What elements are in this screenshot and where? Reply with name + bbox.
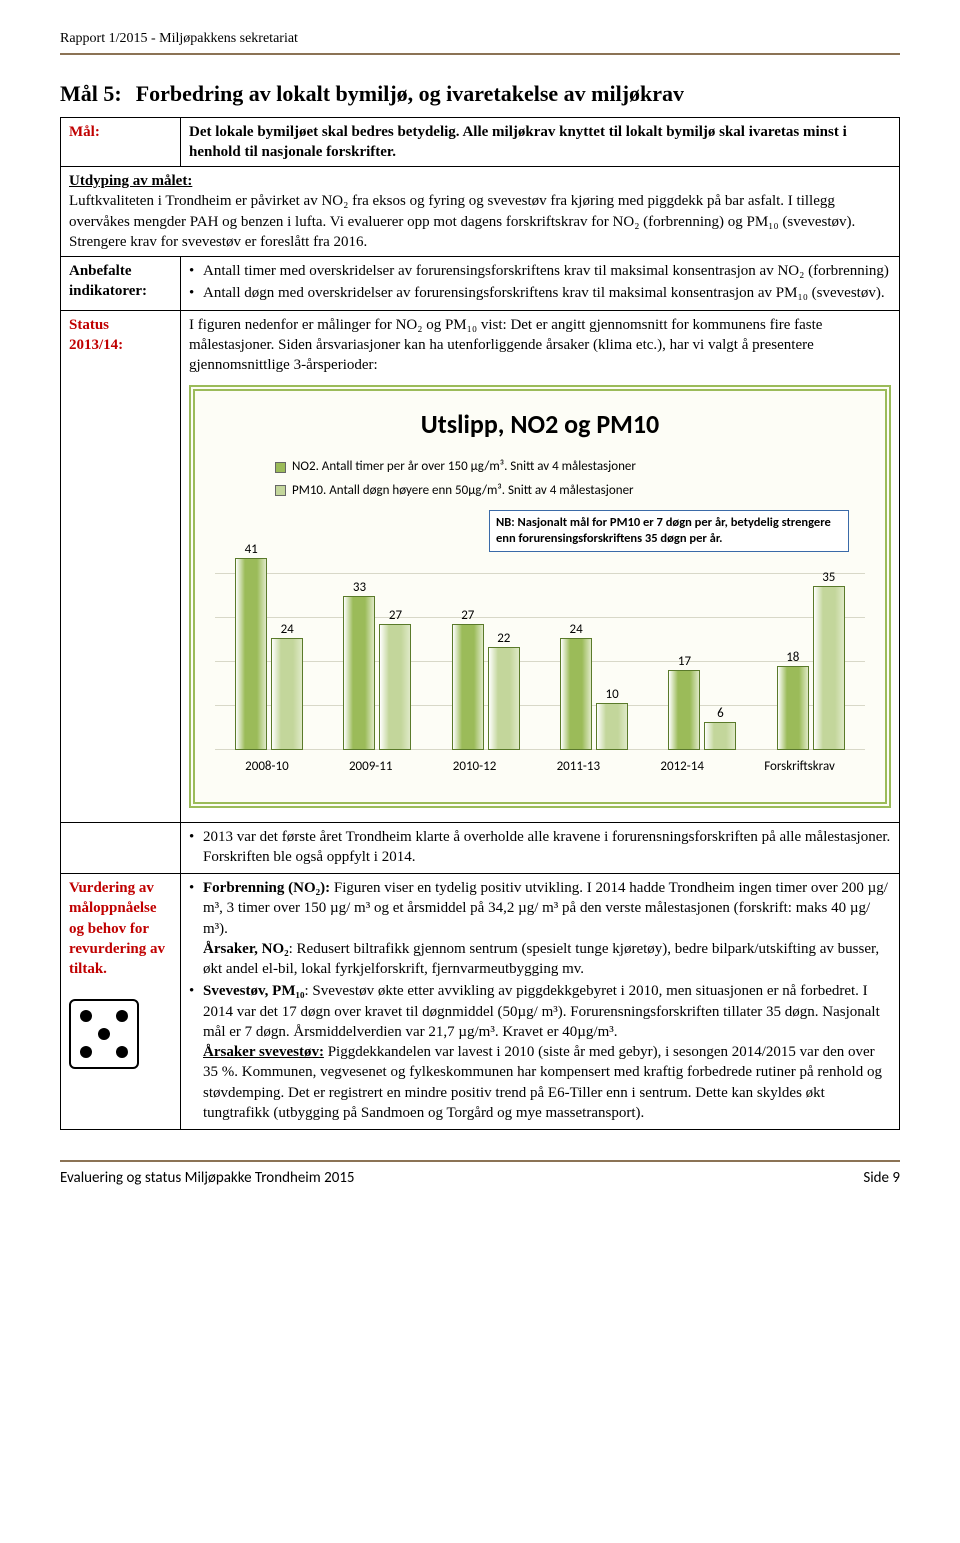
- vurdering-label-cell: Vurdering av måloppnåelse og behov for r…: [61, 874, 181, 1130]
- legend-pm10: PM10. Antall døgn høyere enn 50µg/m³. Sn…: [275, 482, 865, 500]
- vurdering-label: Vurdering av måloppnåelse og behov for r…: [69, 880, 165, 977]
- chart-title: Utslipp, NO2 og PM10: [215, 407, 865, 442]
- anbefalte-bullet-1: Antall timer med overskridelser av forur…: [189, 261, 891, 281]
- footer-right: Side 9: [863, 1168, 900, 1188]
- report-header: Rapport 1/2015 - Miljøpakkens sekretaria…: [60, 30, 900, 49]
- bar-no2: 33: [343, 596, 375, 750]
- bar-pm10: 6: [704, 722, 736, 750]
- bar-pm10: 10: [596, 703, 628, 750]
- p1-lead: Forbrenning (NO₂):: [203, 880, 330, 896]
- bar-pm10: 22: [488, 647, 520, 750]
- x-axis-label: 2011-13: [557, 758, 601, 776]
- p3-lead: Årsaker svevestøv:: [203, 1044, 324, 1060]
- bar-no2: 18: [777, 666, 809, 750]
- legend-swatch-no2: [275, 462, 286, 473]
- bar-group: 2410: [560, 638, 628, 750]
- x-axis-label: 2010-12: [453, 758, 497, 776]
- bar-value: 27: [380, 607, 410, 625]
- x-axis-label: 2009-11: [349, 758, 393, 776]
- x-axis-label: 2012-14: [660, 758, 704, 776]
- status-body: I figuren nedenfor er målinger for NO₂ o…: [181, 310, 900, 822]
- p1b-lead: Årsaker, NO₂: [203, 941, 289, 957]
- bar-group: 4124: [235, 558, 303, 749]
- chart-x-axis: 2008-10 2009-11 2010-12 2011-13 2012-14 Forsk…: [215, 758, 865, 776]
- status-label-2: 2013/14:: [69, 337, 123, 353]
- bar-value: 24: [561, 621, 591, 639]
- bar-value: 41: [236, 541, 266, 559]
- legend-pm10-text: PM10. Antall døgn høyere enn 50µg/m³. Sn…: [292, 482, 634, 500]
- bar-pm10: 27: [379, 624, 411, 750]
- anbefalte-bullet-2: Antall døgn med overskridelser av forure…: [189, 283, 891, 303]
- page-footer: Evaluering og status Miljøpakke Trondhei…: [60, 1160, 900, 1188]
- mal-body: Det lokale bymiljøet skal bedres betydel…: [189, 124, 847, 160]
- utdyping-label: Utdyping av målet:: [69, 173, 192, 189]
- header-rule: [60, 53, 900, 55]
- bar-value: 6: [705, 705, 735, 723]
- p1b-text: : Redusert biltrafikk gjennom sentrum (s…: [203, 941, 879, 977]
- title-text: Forbedring av lokalt bymiljø, og ivareta…: [136, 79, 684, 109]
- dice-five-icon: [69, 999, 139, 1069]
- legend-no2: NO2. Antall timer per år over 150 µg/m³.…: [275, 458, 865, 476]
- mal-text: Det lokale bymiljøet skal bedres betydel…: [181, 117, 900, 167]
- bar-value: 35: [814, 569, 844, 587]
- bar-no2: 41: [235, 558, 267, 749]
- bar-value: 17: [669, 653, 699, 671]
- chart-bars: 41243327272224101761835: [215, 530, 865, 750]
- bar-value: 24: [272, 621, 302, 639]
- bar-group: 176: [668, 670, 736, 749]
- post-chart-bullet: 2013 var det første året Trondheim klart…: [189, 827, 891, 868]
- bar-no2: 27: [452, 624, 484, 750]
- legend-swatch-pm10: [275, 485, 286, 496]
- bar-group: 2722: [452, 624, 520, 750]
- post-chart-cell: 2013 var det første året Trondheim klart…: [181, 822, 900, 874]
- utdyping-text: Luftkvaliteten i Trondheim er påvirket a…: [69, 193, 855, 250]
- status-label-1: Status: [69, 317, 109, 333]
- p2-text: : Svevestøv økte etter avvikling av pigg…: [203, 983, 880, 1040]
- bar-value: 22: [489, 630, 519, 648]
- mal-label: Mål:: [61, 117, 181, 167]
- anbefalte-body: Antall timer med overskridelser av forur…: [181, 257, 900, 311]
- vurdering-body: Forbrenning (NO₂): Figuren viser en tyde…: [181, 874, 900, 1130]
- anbefalte-label: Anbefalte indikatorer:: [61, 257, 181, 311]
- bar-group: 1835: [777, 586, 845, 749]
- vurdering-bullet-2: Svevestøv, PM₁₀: Svevestøv økte etter av…: [189, 981, 891, 1123]
- emissions-chart: Utslipp, NO2 og PM10 NO2. Antall timer p…: [189, 385, 891, 807]
- empty-label-1: [61, 822, 181, 874]
- status-intro: I figuren nedenfor er målinger for NO₂ o…: [189, 317, 822, 374]
- vurdering-bullet-1: Forbrenning (NO₂): Figuren viser en tyde…: [189, 878, 891, 979]
- bar-no2: 17: [668, 670, 700, 749]
- title-prefix: Mål 5:: [60, 79, 122, 109]
- bar-value: 18: [778, 649, 808, 667]
- x-axis-label: 2008-10: [245, 758, 289, 776]
- legend-no2-text: NO2. Antall timer per år over 150 µg/m³.…: [292, 458, 636, 476]
- footer-left: Evaluering og status Miljøpakke Trondhei…: [60, 1168, 355, 1188]
- status-label: Status 2013/14:: [61, 310, 181, 822]
- bar-value: 33: [344, 579, 374, 597]
- bar-pm10: 24: [271, 638, 303, 750]
- chart-plot-area: NB: Nasjonalt mål for PM10 er 7 døgn per…: [215, 510, 865, 790]
- p2-lead: Svevestøv, PM₁₀: [203, 983, 304, 999]
- bar-no2: 24: [560, 638, 592, 750]
- content-table: Mål: Det lokale bymiljøet skal bedres be…: [60, 117, 900, 1130]
- bar-value: 10: [597, 686, 627, 704]
- page-title: Mål 5: Forbedring av lokalt bymiljø, og …: [60, 79, 900, 109]
- bar-pm10: 35: [813, 586, 845, 749]
- bar-group: 3327: [343, 596, 411, 750]
- utdyping-cell: Utdyping av målet: Luftkvaliteten i Tron…: [61, 167, 900, 257]
- bar-value: 27: [453, 607, 483, 625]
- x-axis-label: Forskriftskrav: [764, 758, 835, 776]
